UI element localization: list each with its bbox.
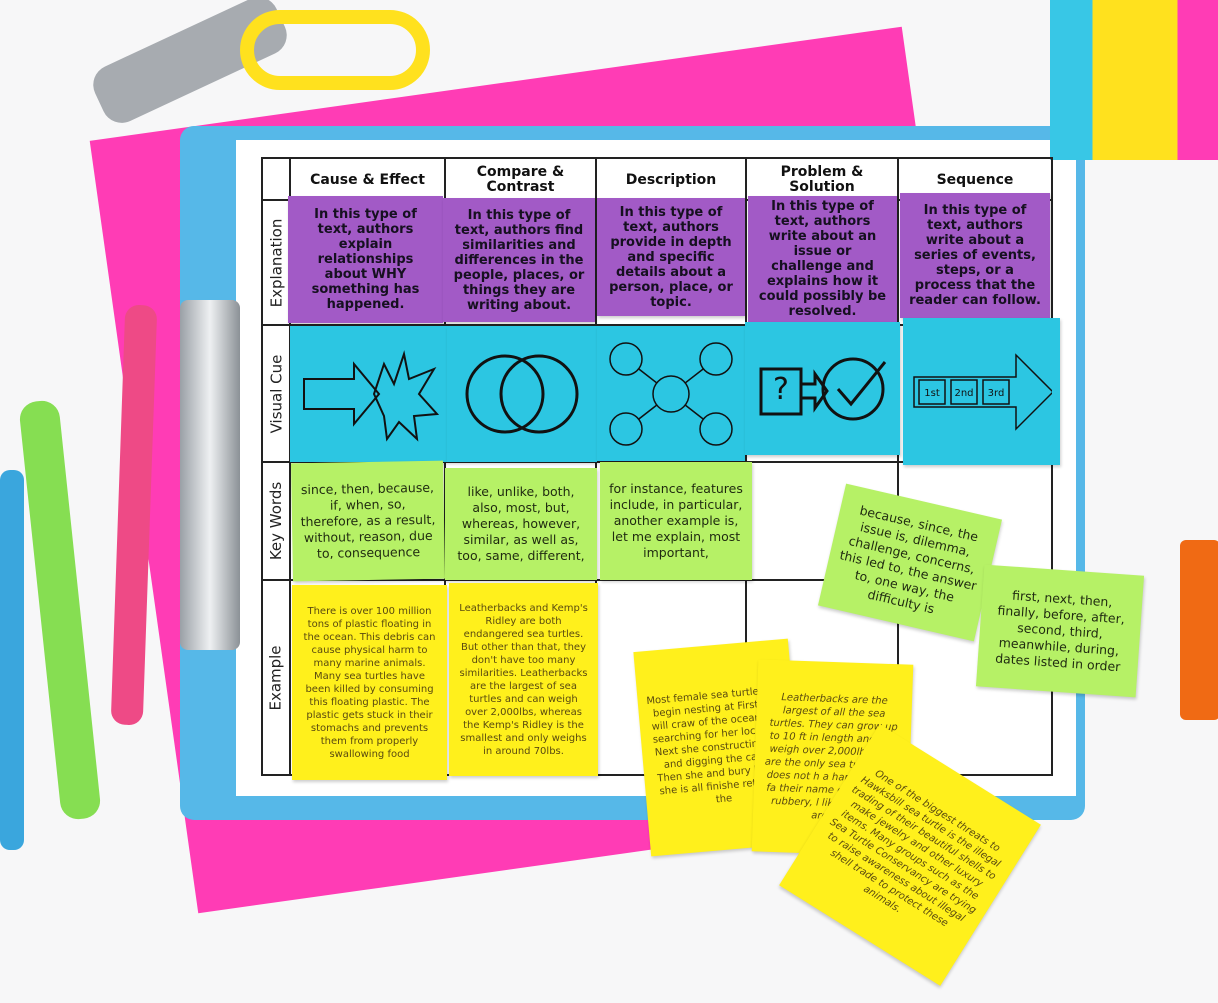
explanation-card: In this type of text, authors explain re… <box>288 196 443 323</box>
column-header: Description <box>625 171 717 188</box>
glue-stick <box>1180 540 1218 720</box>
step-label: 1st <box>924 388 940 399</box>
row-label-text: Explanation <box>267 218 286 307</box>
web-icon <box>609 341 733 446</box>
sticky-notes <box>1050 0 1218 160</box>
column-header: Problem & Solution <box>780 164 864 195</box>
clip <box>180 300 240 650</box>
visual-cue-card <box>290 326 447 462</box>
key-words-card: like, unlike, both, also, most, but, whe… <box>445 468 597 580</box>
question-mark: ? <box>773 372 789 407</box>
visual-cue-card: 1st 2nd 3rd <box>903 318 1060 465</box>
row-label: Visual Cue <box>262 325 290 462</box>
key-words-card: since, then, because, if, when, so, ther… <box>290 460 446 582</box>
row-label: Explanation <box>262 200 290 325</box>
step-label: 2nd <box>954 388 973 399</box>
visual-cue-card <box>597 326 745 461</box>
scissors-handle <box>240 10 430 90</box>
row-label-text: Visual Cue <box>267 354 286 433</box>
column-header: Sequence <box>936 171 1014 188</box>
problem-solution-icon: ? <box>759 357 887 420</box>
key-words-card: for instance, features include, in parti… <box>600 462 752 580</box>
column-header: Cause & Effect <box>310 171 425 188</box>
cause-effect-icon <box>302 350 439 442</box>
row-label: Key Words <box>262 462 290 580</box>
sequence-icon: 1st 2nd 3rd <box>913 352 1052 431</box>
column-header: Compare & Contrast <box>476 164 565 195</box>
example-card: There is over 100 million tons of plasti… <box>292 585 447 780</box>
explanation-card: In this type of text, authors write abou… <box>748 196 897 322</box>
key-words-card: first, next, then, finally, before, afte… <box>975 564 1145 698</box>
venn-icon <box>465 354 579 434</box>
row-label: Example <box>262 580 290 775</box>
visual-cue-card: ? <box>745 322 900 455</box>
row-label-text: Key Words <box>267 481 285 561</box>
step-label: 3rd <box>988 388 1005 399</box>
pen-blue <box>0 470 24 850</box>
visual-cue-card <box>447 326 597 462</box>
row-label-text: Example <box>267 644 286 711</box>
explanation-card: In this type of text, authors find simil… <box>443 198 595 322</box>
explanation-card: In this type of text, authors write abou… <box>900 193 1050 318</box>
explanation-card: In this type of text, authors provide in… <box>597 198 745 316</box>
example-card: Leatherbacks and Kemp's Ridley are both … <box>449 583 598 776</box>
